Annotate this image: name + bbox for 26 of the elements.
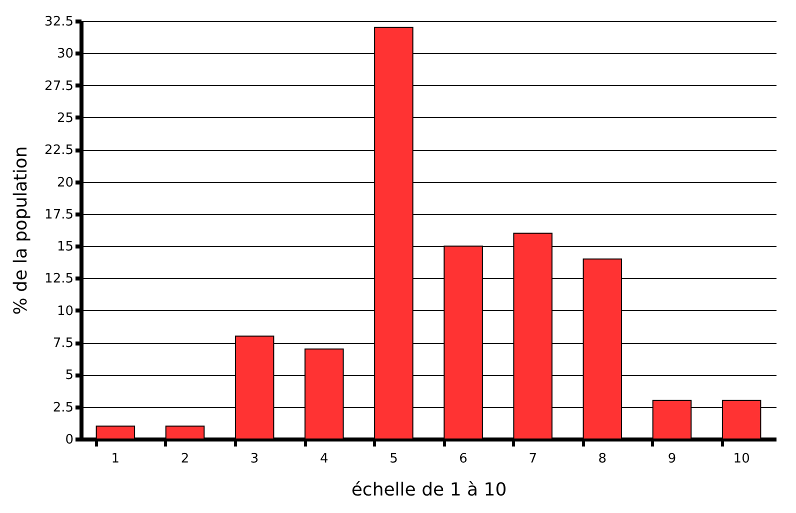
y-tick-label: 7.5	[52, 336, 74, 352]
y-tick-label: 2.5	[52, 400, 74, 416]
x-tick-label: 9	[668, 452, 676, 466]
y-tick-label: 30	[56, 46, 74, 62]
y-tick-label: 15	[56, 240, 74, 255]
y-tick-label: 5	[65, 368, 74, 384]
y-tick-label: 32.5	[44, 14, 74, 30]
y-tick-label: 25	[56, 110, 74, 126]
x-axis-title: échelle de 1 à 10	[351, 480, 507, 500]
x-tick-label: 10	[733, 452, 750, 466]
y-tick-label: 0	[65, 432, 74, 448]
x-tick-label: 7	[528, 452, 537, 466]
x-tick-label: 1	[111, 452, 120, 466]
x-tick-label: 5	[390, 452, 398, 466]
y-tick-label: 22.5	[44, 143, 74, 158]
y-tick-label: 12.5	[44, 272, 74, 287]
x-tick-label: 4	[320, 452, 328, 466]
y-tick-label: 27.5	[44, 78, 74, 94]
y-tick-label: 17.5	[44, 207, 74, 222]
x-tick-label: 8	[598, 452, 607, 466]
x-tick-label: 6	[459, 452, 468, 466]
y-axis-title: % de la population	[10, 146, 32, 315]
x-tick-label: 3	[250, 452, 259, 466]
y-tick-label: 20	[56, 175, 74, 190]
x-tick-label: 2	[180, 452, 190, 466]
y-tick-label: 10	[56, 304, 74, 319]
